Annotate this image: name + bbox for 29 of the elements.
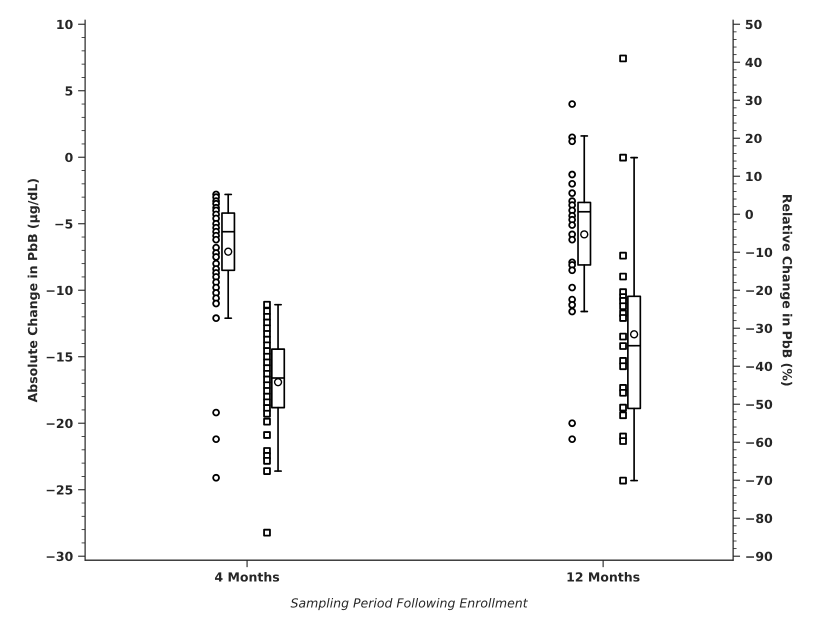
x-axis-title: Sampling Period Following Enrollment	[290, 598, 528, 610]
y2-tick-label: −20	[746, 286, 772, 296]
y2-tick-label: −70	[746, 476, 772, 486]
y2-tick-label: 30	[746, 96, 762, 106]
y2-tick-label: 50	[746, 20, 762, 30]
x-tick-label: 4 Months	[214, 572, 280, 582]
y2-tick-label: −90	[746, 552, 772, 562]
y2-tick-label: 10	[746, 172, 762, 182]
y2-tick-label: 20	[746, 134, 762, 144]
y-tick-label: 0	[65, 152, 73, 162]
y2-tick-label: −60	[746, 438, 772, 448]
y-tick-label: −5	[55, 219, 72, 229]
y2-tick-label: −10	[746, 248, 772, 258]
y2-axis-title: Relative Change in PbB (%)	[780, 195, 792, 386]
y2-tick-label: −40	[746, 362, 772, 372]
y-tick-label: −30	[46, 552, 73, 562]
y2-tick-label: −80	[746, 514, 772, 524]
y2-tick-label: 40	[745, 58, 762, 68]
y-axis-title: Absolute Change in PbB (μg/dL)	[28, 179, 40, 402]
y-tick-label: 10	[57, 20, 73, 30]
y-tick-label: 5	[66, 86, 72, 96]
y-tick-label: −15	[46, 352, 72, 362]
y-tick-label: −20	[46, 418, 73, 428]
y-tick-label: −25	[46, 485, 72, 495]
y-tick-label: −10	[46, 286, 73, 296]
y2-tick-label: 0	[745, 210, 753, 220]
y2-tick-label: −30	[746, 324, 772, 334]
y2-tick-label: −50	[746, 400, 772, 410]
x-tick-label: 12 Months	[568, 572, 640, 582]
